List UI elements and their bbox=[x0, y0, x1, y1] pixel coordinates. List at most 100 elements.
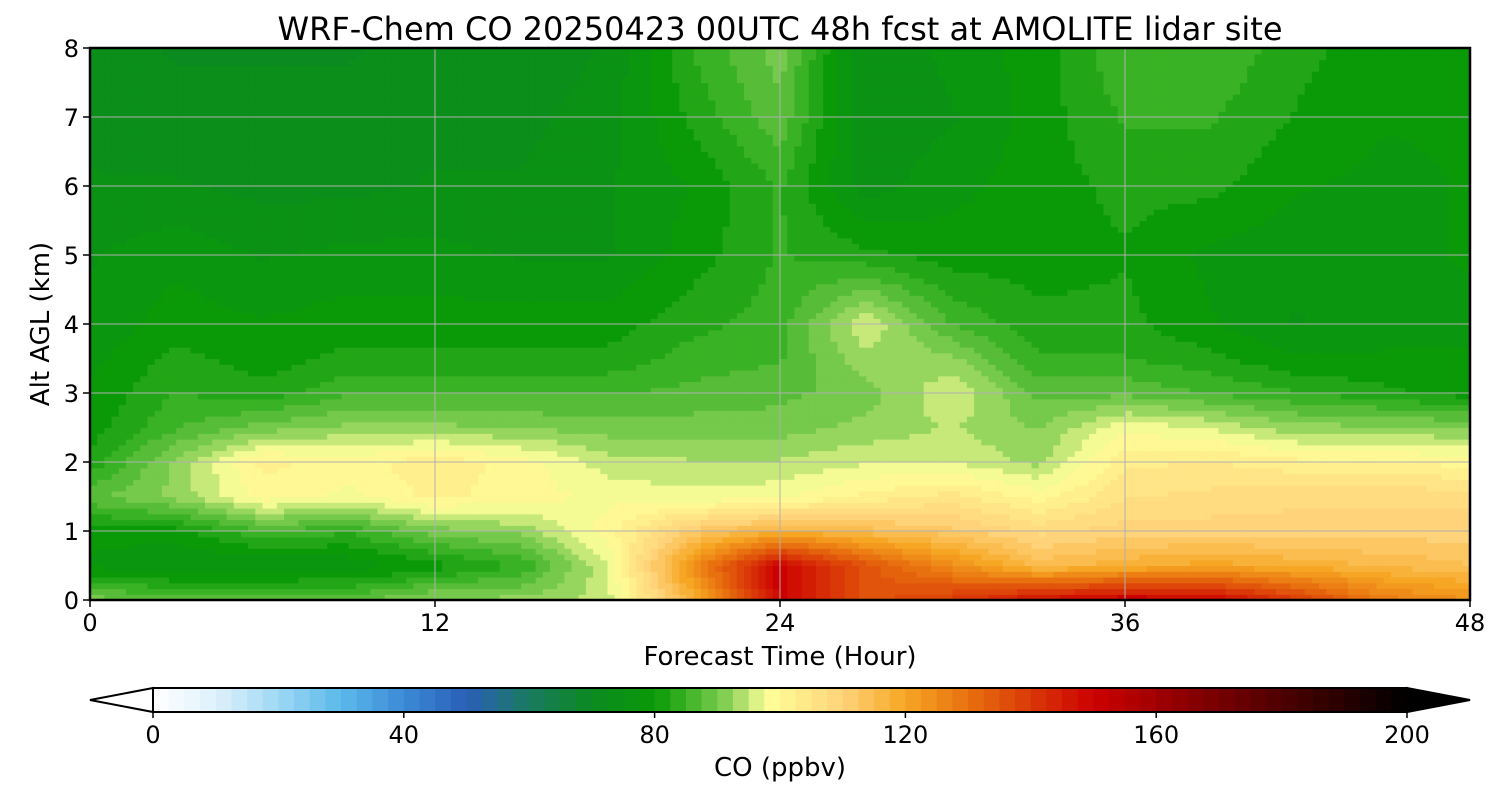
heatmap-cell bbox=[542, 565, 551, 572]
heatmap-cell bbox=[1297, 548, 1306, 555]
heatmap-cell bbox=[377, 565, 386, 572]
heatmap-cell bbox=[686, 502, 695, 509]
heatmap-cell bbox=[1448, 536, 1457, 544]
heatmap-cell bbox=[341, 582, 350, 590]
heatmap-cell bbox=[859, 467, 867, 475]
heatmap-cell bbox=[90, 594, 98, 601]
heatmap-cell bbox=[550, 496, 558, 503]
heatmap-cell bbox=[1383, 582, 1392, 590]
heatmap-cell bbox=[902, 559, 910, 567]
heatmap-cell bbox=[334, 462, 343, 469]
heatmap-cell bbox=[521, 542, 530, 549]
heatmap-cell bbox=[183, 496, 192, 503]
heatmap-cell bbox=[887, 456, 896, 463]
heatmap-cell bbox=[1261, 485, 1270, 492]
heatmap-cell bbox=[1240, 479, 1248, 486]
heatmap-cell bbox=[320, 513, 328, 521]
heatmap-cell bbox=[851, 548, 860, 555]
heatmap-cell bbox=[895, 577, 903, 584]
heatmap-cell bbox=[830, 490, 839, 498]
heatmap-cell bbox=[1110, 513, 1119, 521]
heatmap-cell bbox=[988, 594, 997, 601]
heatmap-cell bbox=[413, 513, 422, 521]
heatmap-cell bbox=[1031, 513, 1040, 521]
heatmap-cell bbox=[1160, 479, 1169, 486]
heatmap-cell bbox=[614, 594, 623, 601]
heatmap-cell bbox=[435, 525, 443, 532]
heatmap-cell bbox=[1254, 450, 1263, 457]
heatmap-cell bbox=[1053, 554, 1061, 561]
heatmap-cell bbox=[334, 479, 343, 486]
heatmap-cell bbox=[1419, 519, 1428, 526]
heatmap-cell bbox=[1254, 513, 1263, 521]
heatmap-cell bbox=[298, 577, 307, 584]
heatmap-cell bbox=[1254, 582, 1263, 590]
heatmap-cell bbox=[226, 536, 235, 544]
heatmap-cell bbox=[959, 519, 968, 526]
heatmap-cell bbox=[909, 577, 918, 584]
heatmap-cell bbox=[880, 519, 889, 526]
heatmap-cell bbox=[1304, 485, 1313, 492]
heatmap-cell bbox=[1038, 554, 1047, 561]
heatmap-cell bbox=[456, 594, 465, 601]
heatmap-cell bbox=[262, 531, 271, 538]
heatmap-cell bbox=[97, 594, 105, 601]
heatmap-cell bbox=[1182, 525, 1191, 532]
heatmap-cell bbox=[916, 473, 925, 480]
heatmap-cell bbox=[1182, 485, 1191, 492]
heatmap-cell bbox=[873, 525, 882, 532]
heatmap-cell bbox=[190, 536, 199, 544]
heatmap-cell bbox=[794, 536, 803, 544]
heatmap-cell bbox=[1369, 467, 1378, 475]
heatmap-cell bbox=[859, 554, 867, 561]
heatmap-cell bbox=[571, 525, 580, 532]
heatmap-cell bbox=[959, 577, 968, 584]
heatmap-cell bbox=[90, 542, 98, 549]
heatmap-cell bbox=[1283, 554, 1291, 561]
heatmap-cell bbox=[1225, 462, 1234, 469]
heatmap-cell bbox=[1189, 525, 1198, 532]
heatmap-cell bbox=[284, 496, 292, 503]
heatmap-cell bbox=[506, 531, 515, 538]
heatmap-cell bbox=[837, 485, 846, 492]
heatmap-cell bbox=[133, 450, 141, 457]
heatmap-cell bbox=[1089, 473, 1097, 480]
heatmap-cell bbox=[801, 536, 810, 544]
heatmap-cell bbox=[355, 582, 364, 590]
heatmap-cell bbox=[1405, 467, 1414, 475]
heatmap-cell bbox=[1390, 531, 1399, 538]
heatmap-cell bbox=[1146, 456, 1155, 463]
heatmap-cell bbox=[1347, 536, 1356, 544]
heatmap-cell bbox=[765, 462, 774, 469]
heatmap-cell bbox=[190, 542, 199, 549]
heatmap-cell bbox=[1125, 548, 1133, 555]
heatmap-cell bbox=[1017, 479, 1025, 486]
heatmap-cell bbox=[1204, 473, 1212, 480]
heatmap-cell bbox=[823, 531, 831, 538]
heatmap-cell bbox=[1261, 577, 1270, 584]
heatmap-cell bbox=[959, 513, 968, 521]
heatmap-cell bbox=[514, 577, 522, 584]
heatmap-cell bbox=[1333, 548, 1342, 555]
heatmap-cell bbox=[1390, 473, 1399, 480]
heatmap-cell bbox=[1232, 508, 1241, 515]
heatmap-cell bbox=[557, 577, 565, 584]
heatmap-cell bbox=[550, 462, 558, 469]
heatmap-cell bbox=[542, 513, 551, 521]
heatmap-cell bbox=[1218, 508, 1227, 515]
heatmap-cell bbox=[736, 536, 745, 544]
heatmap-cell bbox=[1031, 536, 1040, 544]
heatmap-cell bbox=[801, 594, 810, 601]
heatmap-cell bbox=[1419, 490, 1428, 498]
heatmap-cell bbox=[1369, 502, 1378, 509]
heatmap-cell bbox=[1326, 525, 1335, 532]
heatmap-cell bbox=[1045, 467, 1054, 475]
heatmap-cell bbox=[1153, 473, 1162, 480]
heatmap-cell bbox=[262, 462, 271, 469]
heatmap-cell bbox=[499, 450, 508, 457]
heatmap-cell bbox=[794, 456, 803, 463]
heatmap-cell bbox=[312, 588, 321, 595]
heatmap-cell bbox=[895, 485, 903, 492]
heatmap-cell bbox=[1110, 525, 1119, 532]
heatmap-cell bbox=[348, 565, 357, 572]
